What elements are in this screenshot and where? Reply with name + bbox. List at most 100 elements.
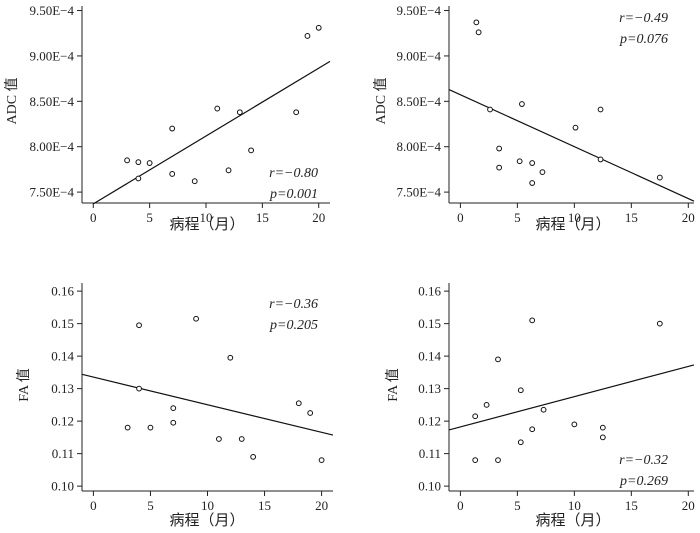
data-point: [475, 29, 482, 36]
y-tick-label: 0.15: [418, 316, 441, 331]
data-point: [529, 317, 536, 324]
stat-r: r=−0.49: [619, 11, 668, 26]
y-tick-label: 0.10: [418, 479, 441, 494]
stat-p: p=0.001: [269, 187, 318, 202]
y-tick-label: 7.50E−4: [396, 185, 441, 200]
data-point: [146, 160, 153, 166]
data-point: [293, 109, 300, 116]
data-point: [517, 439, 524, 446]
data-point: [238, 436, 245, 442]
y-tick-label: 9.00E−4: [396, 48, 441, 63]
data-point: [191, 178, 198, 185]
x-axis-label: 病程（月）: [535, 512, 610, 529]
y-tick-label: 7.50E−4: [29, 185, 74, 200]
y-tick-label: 8.50E−4: [29, 94, 74, 109]
data-point: [315, 24, 322, 31]
x-tick-label: 15: [258, 498, 271, 513]
y-tick-label: 9.50E−4: [396, 3, 441, 18]
panel-adc-top-left: ADC 值 病程（月） r=−0.80 p=0.001 7.50E−4 8.00E…: [4, 3, 331, 233]
y-tick-label: 9.50E−4: [29, 3, 74, 18]
data-point: [495, 356, 501, 363]
data-point: [572, 124, 579, 131]
x-tick-label: 5: [146, 210, 153, 225]
data-point: [487, 106, 493, 113]
y-tick-label: 0.11: [419, 446, 441, 461]
regression-line: [448, 88, 695, 202]
y-tick-label: 0.14: [51, 349, 74, 364]
y-tick-label: 8.00E−4: [396, 139, 441, 154]
x-tick-label: 10: [201, 498, 214, 513]
regression-line: [81, 373, 334, 436]
stat-r: r=−0.80: [269, 166, 318, 181]
data-point: [135, 159, 142, 166]
y-tick-label: 0.16: [418, 284, 441, 299]
x-tick-label: 20: [312, 210, 325, 225]
data-point: [529, 426, 536, 433]
x-tick-label: 0: [457, 498, 464, 513]
y-tick-label: 0.14: [418, 349, 441, 364]
x-tick-label: 0: [457, 210, 464, 225]
data-point: [516, 158, 523, 165]
data-point: [519, 101, 525, 107]
regression-line: [92, 60, 331, 205]
data-point: [295, 400, 302, 407]
y-tick-label: 8.50E−4: [396, 94, 441, 109]
x-tick-label: 0: [90, 498, 97, 513]
data-point: [571, 421, 578, 428]
x-tick-label: 0: [90, 210, 97, 225]
y-tick-label: 0.12: [51, 414, 74, 429]
data-point: [597, 156, 604, 163]
y-tick-label: 9.00E−4: [29, 48, 74, 63]
y-tick-label: 0.11: [52, 446, 74, 461]
y-tick-label: 0.12: [418, 414, 441, 429]
x-tick-label: 5: [514, 498, 521, 513]
stat-p: p=0.076: [619, 32, 668, 47]
data-point: [169, 125, 176, 132]
y-tick-label: 0.15: [51, 316, 74, 331]
regression-line: [448, 364, 695, 431]
y-tick-label: 0.16: [51, 284, 74, 299]
y-tick-label: 0.13: [418, 381, 441, 396]
data-point: [214, 105, 221, 112]
data-point: [472, 457, 479, 464]
data-point: [529, 180, 536, 186]
y-axis-label: ADC 值: [4, 77, 20, 124]
data-point: [170, 419, 177, 426]
data-point: [136, 385, 142, 392]
data-point: [599, 434, 606, 441]
data-point: [495, 457, 501, 464]
stat-r: r=−0.36: [269, 297, 318, 312]
data-point: [496, 164, 503, 171]
x-tick-label: 20: [315, 498, 328, 513]
data-point: [124, 157, 130, 164]
x-tick-label: 10: [568, 210, 581, 225]
data-point: [170, 405, 177, 412]
data-point: [540, 406, 547, 413]
y-axis-label: ADC 值: [373, 77, 389, 124]
x-tick-label: 15: [256, 210, 269, 225]
data-point: [147, 424, 154, 431]
data-point: [529, 160, 536, 166]
data-point: [599, 424, 606, 431]
data-point: [135, 175, 142, 182]
x-tick-label: 15: [625, 210, 638, 225]
x-tick-label: 10: [200, 210, 213, 225]
data-point: [539, 169, 546, 176]
y-tick-label: 8.00E−4: [29, 139, 74, 154]
data-point: [496, 145, 503, 152]
data-point: [656, 174, 663, 181]
x-tick-label: 20: [682, 210, 695, 225]
x-tick-label: 5: [147, 498, 154, 513]
panel-fa-bottom-right: FA 值 病程（月） r=−0.32 p=0.269 0.10 0.11 0.12 0…: [385, 283, 695, 529]
x-axis-label: 病程（月）: [169, 216, 244, 233]
stat-r: r=−0.32: [619, 453, 668, 468]
data-point: [483, 401, 490, 408]
data-point: [225, 167, 232, 174]
data-point: [216, 436, 222, 442]
y-tick-label: 0.13: [51, 381, 74, 396]
stat-p: p=0.205: [269, 318, 318, 333]
x-tick-label: 5: [514, 210, 521, 225]
panel-adc-top-right: ADC 值 病程（月） r=−0.49 p=0.076 7.50E−4 8.00E…: [373, 3, 695, 233]
x-tick-label: 10: [568, 498, 581, 513]
